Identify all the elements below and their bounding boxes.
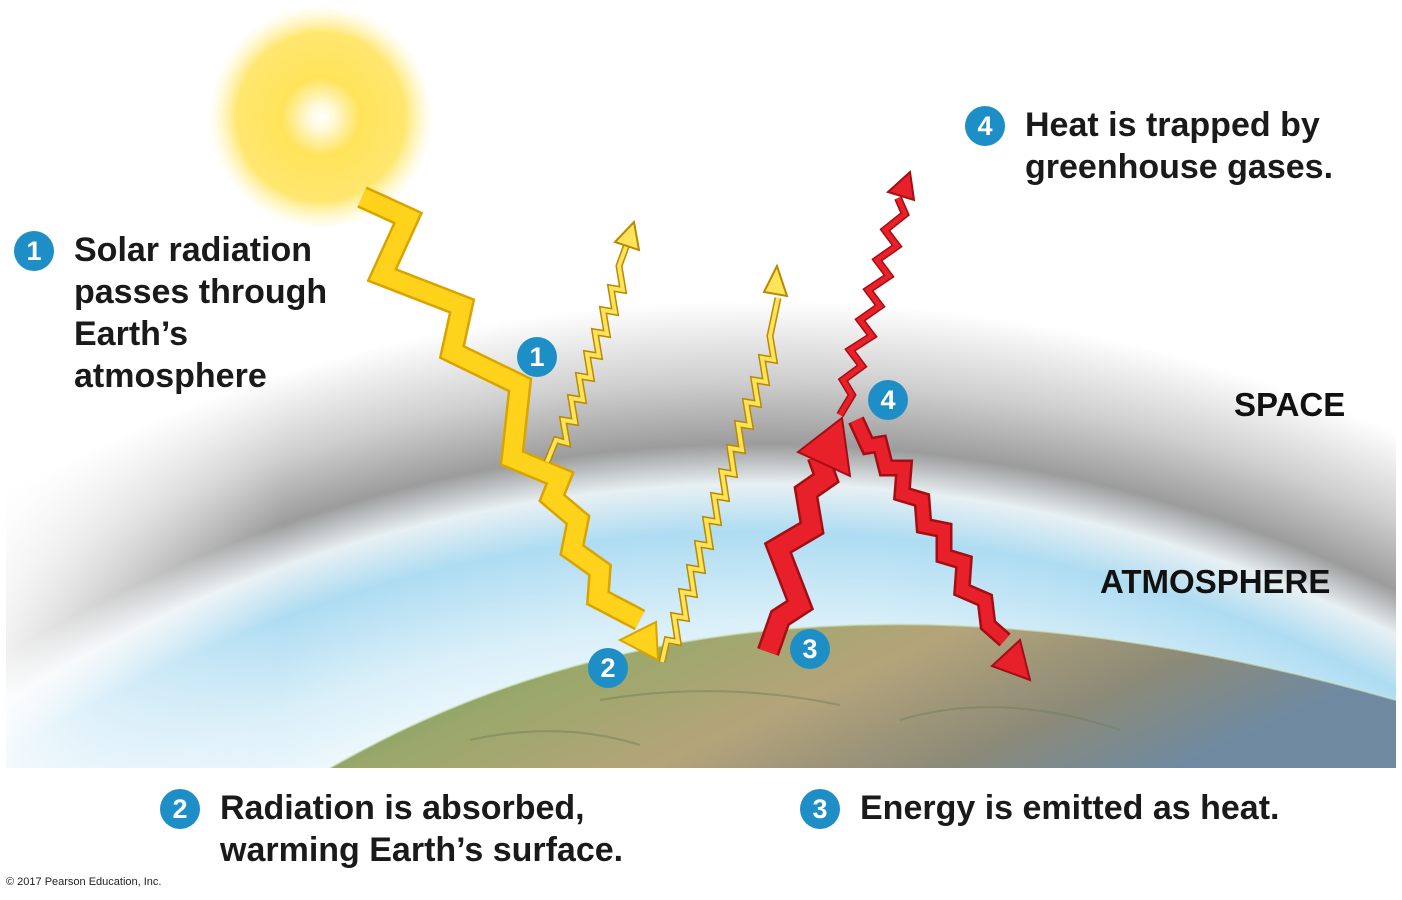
solar-arrowhead [617, 620, 660, 662]
step-1-caption: 1 Solar radiation passes through Earth’s… [14, 229, 327, 397]
step-4-badge: 4 [965, 106, 1005, 146]
marker-1: 1 [517, 337, 557, 377]
space-label: SPACE [1234, 386, 1346, 423]
step-4-line-2: greenhouse gases. [1025, 148, 1334, 186]
marker-4: 4 [868, 380, 908, 420]
step-4-caption: 4 Heat is trapped by greenhouse gases. [965, 104, 1333, 188]
atmosphere-label: ATMOSPHERE [1100, 563, 1331, 600]
step-2-caption: 2 Radiation is absorbed, warming Earth’s… [160, 787, 623, 871]
sun [209, 5, 433, 229]
step-2-line-1: Radiation is absorbed, [220, 789, 585, 827]
step-3-line-1: Energy is emitted as heat. [860, 789, 1280, 827]
marker-2: 2 [588, 648, 628, 688]
step-1-line-1: Solar radiation [74, 231, 313, 269]
step-2-line-2: warming Earth’s surface. [220, 831, 624, 869]
step-1-line-4: atmosphere [74, 357, 267, 395]
step-1-line-3: Earth’s [74, 315, 189, 353]
copyright-notice: © 2017 Pearson Education, Inc. [6, 876, 162, 888]
marker-3: 3 [790, 629, 830, 669]
step-1-badge: 1 [14, 231, 54, 271]
step-3-caption: 3 Energy is emitted as heat. [800, 787, 1280, 829]
step-1-line-2: passes through [74, 273, 328, 311]
step-3-badge: 3 [800, 789, 840, 829]
step-4-line-1: Heat is trapped by [1025, 106, 1320, 144]
step-2-badge: 2 [160, 789, 200, 829]
